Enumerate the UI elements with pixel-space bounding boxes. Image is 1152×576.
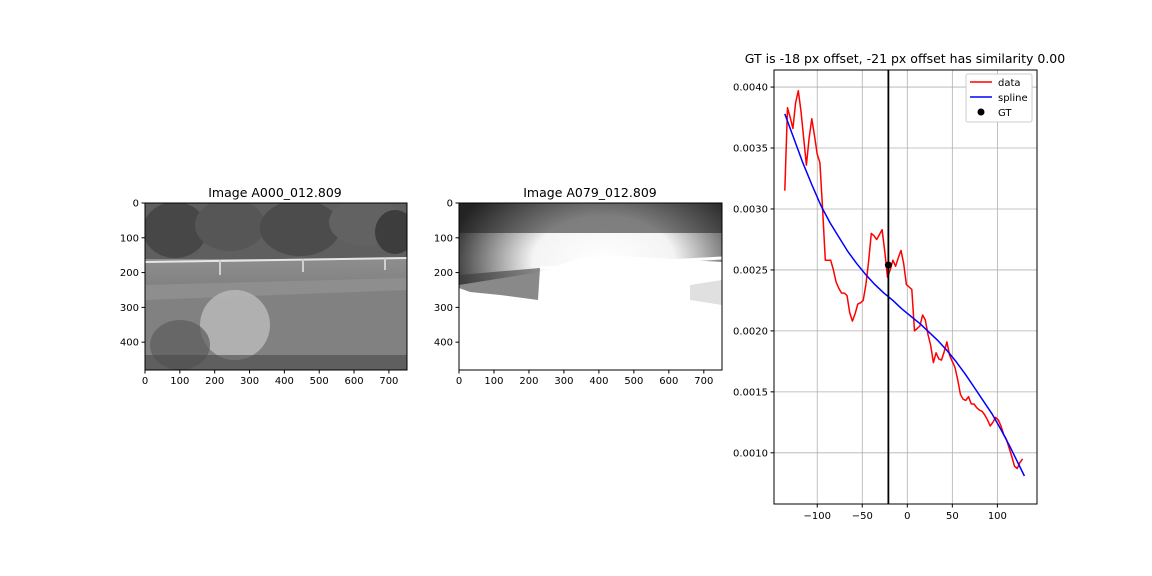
- gt-point: [884, 261, 892, 269]
- panel-1-xtick-label: 300: [240, 376, 259, 387]
- image-panel-2: Image A079_012.809 0 100 200 300 400 500 600 70…: [434, 185, 723, 387]
- chart-title: GT is -18 px offset, -21 px offset has s…: [745, 51, 1065, 66]
- legend-spline-label: spline: [998, 93, 1028, 104]
- chart-ytick-label: 0.0015: [733, 387, 768, 398]
- chart-ytick-label: 0.0010: [733, 448, 768, 459]
- chart-ytick-label: 0.0040: [733, 83, 768, 94]
- panel-1-ytick-label: 100: [120, 233, 139, 244]
- panel-2-xtick-label: 0: [456, 376, 462, 387]
- chart-axes-frame: [773, 69, 1038, 505]
- chart-series-layer: [784, 70, 1026, 504]
- panel-1-xtick-label: 500: [310, 376, 329, 387]
- panel-1-xtick-label: 100: [170, 376, 189, 387]
- panel-1-xtick-label: 600: [344, 376, 363, 387]
- image-panel-1: Image A000_012.809 0 100 200 300 400 500 600 70…: [120, 185, 408, 387]
- panel-1-xtick-label: 400: [275, 376, 294, 387]
- panel-1-xtick-label: 700: [379, 376, 398, 387]
- chart-grid: [774, 70, 1037, 504]
- chart-ytick-label: 0.0030: [733, 204, 768, 215]
- chart-xtick-label: 100: [988, 511, 1007, 522]
- panel-1-xtick-label: 0: [142, 376, 148, 387]
- series-line-spline: [784, 113, 1026, 477]
- panel-2-xtick-label: 500: [624, 376, 643, 387]
- panel-2-xtick-label: 700: [694, 376, 713, 387]
- panel-1-ytick-label: 400: [120, 338, 139, 349]
- chart-xtick-label: 0: [904, 511, 910, 522]
- panel-2-xtick-label: 400: [589, 376, 608, 387]
- panel-1-ytick-label: 200: [120, 268, 139, 279]
- panel-1-ytick-label: 300: [120, 303, 139, 314]
- panel-2-xtick-label: 600: [659, 376, 678, 387]
- legend-gt-label: GT: [998, 108, 1012, 119]
- chart-panel: GT is -18 px offset, -21 px offset has s…: [733, 51, 1065, 522]
- panel-1-ytick-label: 0: [133, 199, 139, 210]
- panel-2-ytick-label: 300: [434, 303, 453, 314]
- panel-2-xtick-label: 300: [554, 376, 573, 387]
- panel-2-title: Image A079_012.809: [523, 185, 657, 200]
- panel-2-xtick-label: 200: [519, 376, 538, 387]
- panel-2-ytick-label: 200: [434, 268, 453, 279]
- chart-legend: data spline GT: [965, 73, 1033, 123]
- legend-gt-swatch: [977, 108, 985, 116]
- chart-ticks: −100 −50 0 50 100 0.0010 0.0015 0.0020 0.0025 0.0…: [733, 83, 1007, 522]
- chart-ytick-label: 0.0035: [733, 144, 768, 155]
- panel-2-ytick-label: 0: [447, 199, 453, 210]
- image-a079: [459, 203, 722, 370]
- panel-2-xtick-label: 100: [484, 376, 503, 387]
- panel-1-xtick-label: 200: [205, 376, 224, 387]
- panel-2-ytick-label: 400: [434, 338, 453, 349]
- image-a000: [145, 203, 407, 370]
- panel-2-ytick-label: 100: [434, 233, 453, 244]
- chart-xtick-label: 50: [946, 511, 959, 522]
- chart-ytick-label: 0.0025: [733, 265, 768, 276]
- chart-xtick-label: −50: [852, 511, 873, 522]
- chart-xtick-label: −100: [803, 511, 830, 522]
- legend-data-label: data: [998, 78, 1021, 89]
- series-line-data: [784, 89, 1024, 470]
- panel-1-title: Image A000_012.809: [208, 185, 342, 200]
- chart-ytick-label: 0.0020: [733, 326, 768, 337]
